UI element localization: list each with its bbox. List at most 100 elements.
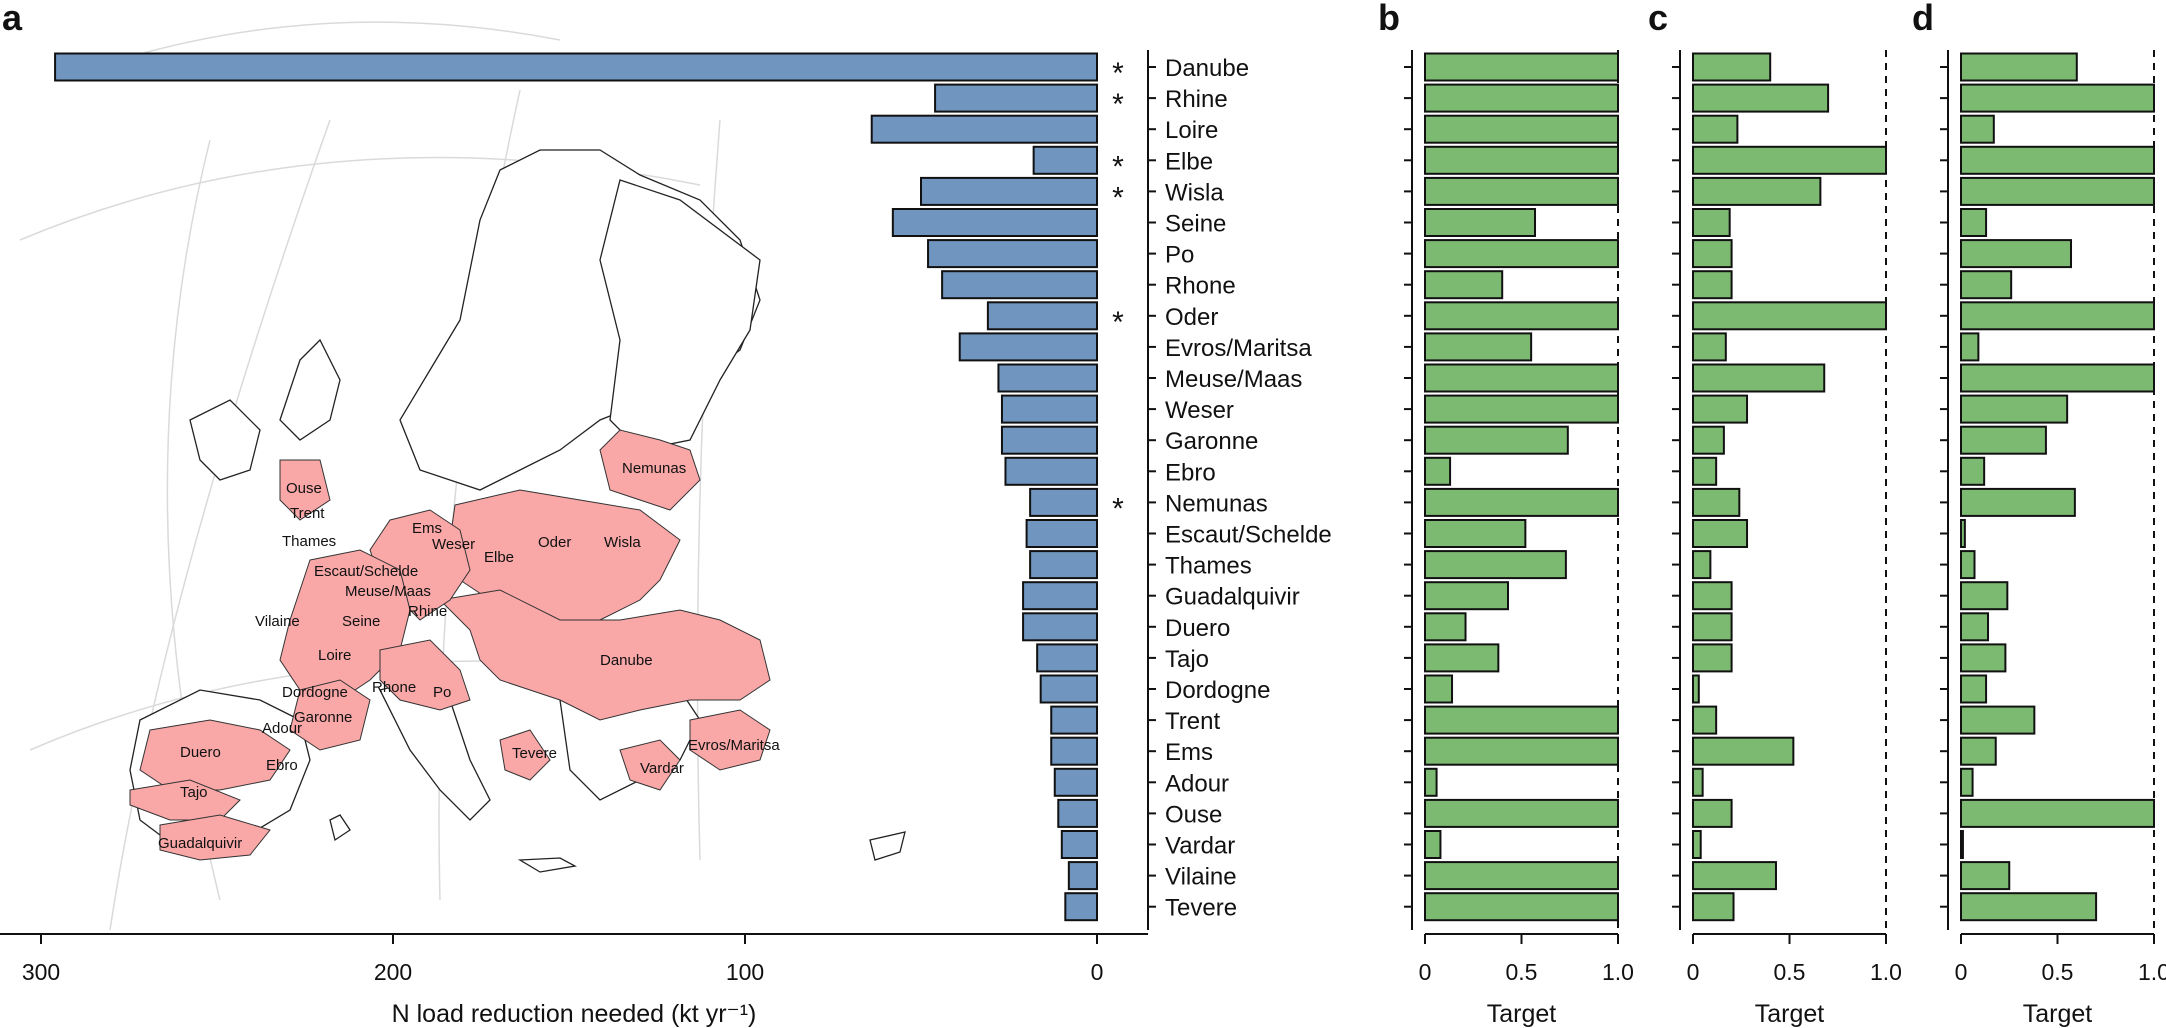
category-label: Weser (1165, 397, 1234, 424)
map-label-rhone: Rhone (372, 679, 416, 696)
bar-b-ouse (1424, 798, 1619, 828)
bar-c-po (1692, 239, 1733, 269)
map-label-wisla: Wisla (604, 534, 641, 551)
category-label: Elbe (1165, 148, 1213, 175)
bar-d-escautschelde (1960, 519, 1966, 548)
bar-a-guadalquivir (1022, 581, 1099, 611)
map-label-elbe: Elbe (484, 549, 514, 566)
x-tick-label-d: 1.0 (2138, 959, 2166, 985)
map-label-po: Po (433, 684, 451, 701)
bar-a-loire (870, 114, 1098, 144)
significance-star: * (1112, 306, 1124, 339)
category-label: Loire (1165, 117, 1218, 144)
bar-b-adour (1424, 767, 1438, 797)
category-label: Rhine (1165, 86, 1228, 113)
category-label: Po (1165, 242, 1194, 269)
map-label-guadalquivir: Guadalquivir (158, 835, 242, 852)
bar-b-loire (1424, 114, 1619, 144)
bar-b-nemunas (1424, 487, 1619, 517)
bar-a-rhone (941, 270, 1098, 300)
panel-label-b: b (1378, 0, 1400, 38)
category-label: Ebro (1165, 459, 1216, 486)
bar-c-tevere (1692, 892, 1735, 922)
panel-label-c: c (1648, 0, 1668, 38)
bar-c-ems (1692, 736, 1795, 766)
bar-c-ouse (1692, 798, 1733, 828)
bar-a-weser (1000, 394, 1099, 424)
map-target-basins (129, 429, 771, 861)
bar-c-thames (1692, 550, 1712, 580)
bar-d-duero (1960, 612, 1990, 642)
category-label: Trent (1165, 708, 1220, 735)
bar-a-dordogne (1039, 674, 1099, 704)
x-tick-label-d: 0 (1955, 959, 1968, 985)
x-tick-label-c: 1.0 (1870, 959, 1902, 985)
bar-c-rhine (1692, 83, 1830, 113)
bar-c-escautschelde (1692, 519, 1749, 548)
bar-c-trent (1692, 705, 1718, 735)
map-label-ouse: Ouse (286, 480, 322, 497)
category-label: Rhone (1165, 273, 1236, 300)
bar-a-adour (1053, 767, 1099, 797)
map-label-ebro: Ebro (266, 757, 298, 774)
map-label-vilaine: Vilaine (255, 613, 300, 630)
bar-c-dordogne (1692, 674, 1700, 704)
map-label-ems: Ems (412, 520, 442, 537)
bar-d-po (1960, 239, 2073, 269)
panel-b-chart: 0 0.5 1.0 Target (1404, 50, 1634, 1028)
category-label: Tevere (1165, 895, 1237, 922)
bar-c-garonne (1692, 425, 1725, 455)
bar-b-oder (1424, 301, 1619, 331)
x-tick-label-b: 1.0 (1602, 959, 1634, 985)
panel-a-chart: Danube * Rhine * Loire Elbe * Wisla * Seine Po Rhon… (0, 50, 1332, 1028)
x-tick-label-d: 0.5 (2042, 959, 2074, 985)
bar-b-vardar (1424, 830, 1442, 859)
bar-a-meusemaas (997, 363, 1098, 393)
bar-a-tajo (1036, 643, 1099, 673)
significance-star: * (1112, 492, 1124, 525)
map-label-loire: Loire (318, 647, 351, 664)
bar-a-ems (1050, 736, 1098, 766)
bar-b-duero (1424, 612, 1467, 642)
panel-label-a: a (2, 0, 23, 38)
bar-b-tajo (1424, 643, 1500, 673)
category-label: Evros/Maritsa (1165, 335, 1312, 362)
bar-a-escautschelde (1025, 519, 1098, 548)
bar-b-guadalquivir (1424, 581, 1509, 611)
bar-d-weser (1960, 394, 2069, 424)
map-label-dordogne: Dordogne (282, 684, 348, 701)
category-label: Dordogne (1165, 677, 1270, 704)
bar-c-weser (1692, 394, 1749, 424)
x-axis-title-d: Target (2023, 1000, 2093, 1028)
bar-a-seine (891, 208, 1099, 237)
bar-d-tevere (1960, 892, 2098, 922)
bar-d-vilaine (1960, 861, 2011, 891)
bar-b-weser (1424, 394, 1619, 424)
bar-d-seine (1960, 208, 1988, 237)
map-label-oder: Oder (538, 534, 571, 551)
x-tick-label-a: 200 (374, 959, 412, 985)
bar-b-garonne (1424, 425, 1569, 455)
bar-c-evrosmaritsa (1692, 332, 1727, 362)
bar-a-nemunas (1029, 487, 1098, 517)
bar-c-vilaine (1692, 861, 1777, 891)
map-label-tevere: Tevere (512, 745, 557, 762)
bar-c-seine (1692, 208, 1731, 237)
bar-c-wisla (1692, 176, 1822, 206)
bar-d-trent (1960, 705, 2036, 735)
bar-d-wisla (1960, 176, 2155, 206)
bar-c-elbe (1692, 145, 1887, 175)
map-labels: Nemunas Ouse Trent Thames Ems Weser Oder… (158, 460, 780, 852)
category-label: Vilaine (1165, 864, 1237, 891)
bar-c-duero (1692, 612, 1733, 642)
map-label-escaut: Escaut/Schelde (314, 563, 418, 580)
map-label-nemunas: Nemunas (622, 460, 686, 477)
bar-b-tevere (1424, 892, 1619, 922)
bar-d-elbe (1960, 145, 2155, 175)
bar-d-nemunas (1960, 487, 2076, 517)
map-label-tajo: Tajo (180, 784, 208, 801)
europe-map: Nemunas Ouse Trent Thames Ems Weser Oder… (19, 21, 906, 931)
bar-c-tajo (1692, 643, 1733, 673)
bar-d-garonne (1960, 425, 2047, 455)
bar-a-elbe (1032, 145, 1099, 175)
